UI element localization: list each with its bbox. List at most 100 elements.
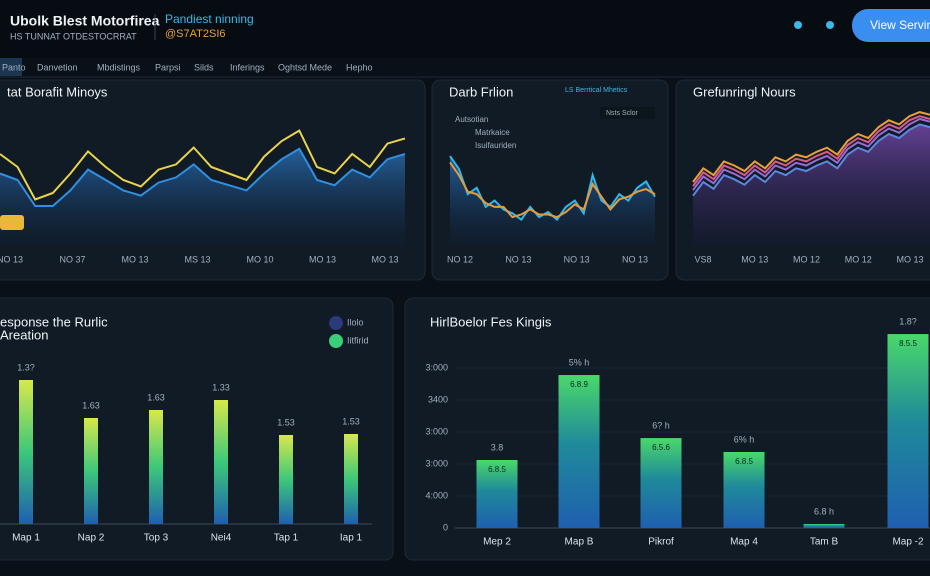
x-tick-label: MO 13 bbox=[371, 254, 398, 264]
bar bbox=[149, 410, 163, 524]
legend-label: Matrkaice bbox=[475, 128, 510, 137]
nav-tab[interactable]: Panto bbox=[2, 62, 26, 72]
value-label: 1.63 bbox=[82, 400, 100, 410]
x-tick-label: Iap 1 bbox=[340, 533, 363, 544]
x-tick-label: Map 4 bbox=[730, 537, 758, 548]
value-label: 1.33 bbox=[212, 382, 230, 392]
icon[interactable] bbox=[826, 21, 834, 29]
panel-subtitle: Areation bbox=[0, 327, 48, 342]
x-tick-label: NO 13 bbox=[622, 254, 648, 264]
button-label[interactable]: View Servin bbox=[870, 18, 930, 32]
x-tick-label: Pikrof bbox=[648, 537, 674, 548]
legend-label: Isuifauriden bbox=[475, 141, 516, 150]
x-tick-label: Nei4 bbox=[211, 533, 232, 544]
y-tick-label: 0 bbox=[443, 522, 448, 532]
panel-title: esponse the Rurlic bbox=[0, 314, 108, 329]
line bbox=[0, 129, 406, 201]
x-tick-label: MO 13 bbox=[121, 254, 148, 264]
inner-label: 6.8.5 bbox=[735, 457, 753, 466]
legend-label: Iitfirid bbox=[347, 335, 369, 345]
legend-swatch bbox=[329, 316, 343, 330]
bar bbox=[19, 380, 33, 524]
value-label: 1.53 bbox=[277, 417, 295, 427]
value-label: 1.63 bbox=[147, 392, 165, 402]
panel bbox=[0, 297, 394, 561]
x-tick-label: Tam B bbox=[810, 537, 839, 548]
panel-title: Darb Frlion bbox=[449, 84, 513, 99]
y-tick-label: 3400 bbox=[428, 394, 448, 404]
panel-title: tat Borafit Minoys bbox=[7, 84, 108, 99]
value-label: 6.8 h bbox=[814, 506, 834, 516]
header-bar bbox=[0, 0, 930, 58]
nav-tab[interactable]: Hepho bbox=[346, 62, 373, 72]
x-tick-label: Mep 2 bbox=[483, 537, 511, 548]
x-tick-label: MO 12 bbox=[793, 254, 820, 264]
x-tick-label: MO 13 bbox=[309, 254, 336, 264]
area bbox=[450, 156, 655, 245]
line bbox=[692, 115, 930, 187]
line bbox=[692, 117, 930, 191]
nav-tab[interactable]: Silds bbox=[194, 62, 214, 72]
value-label: 6? h bbox=[652, 420, 670, 430]
nav-tab[interactable]: Danvetion bbox=[37, 62, 78, 72]
x-tick-label: MO 10 bbox=[246, 254, 273, 264]
line bbox=[692, 123, 930, 197]
value-label: 1.53 bbox=[342, 416, 360, 426]
active-tab[interactable] bbox=[0, 58, 22, 76]
bar bbox=[279, 435, 293, 524]
value-label: 3.8 bbox=[491, 442, 504, 452]
x-tick-label: Tap 1 bbox=[274, 533, 299, 544]
x-tick-label: Top 3 bbox=[144, 533, 169, 544]
x-tick-label: NO 12 bbox=[447, 254, 473, 264]
bar bbox=[803, 524, 845, 528]
badge-label: Nsts Sclor bbox=[606, 110, 639, 117]
panel-title: HirlBoelor Fes Kingis bbox=[430, 314, 552, 329]
nav-tab[interactable]: Parpsi bbox=[155, 62, 181, 72]
y-tick-label: 3:000 bbox=[425, 426, 448, 436]
y-tick-label: 4:000 bbox=[425, 490, 448, 500]
nav-tab[interactable]: Oghtsd Mede bbox=[278, 62, 332, 72]
x-tick-label: NO 13 bbox=[505, 254, 531, 264]
button[interactable] bbox=[852, 9, 930, 42]
bar bbox=[558, 375, 600, 528]
panel-subtitle: LS Berrtical Mhetics bbox=[565, 87, 628, 94]
area bbox=[0, 148, 405, 245]
x-tick-label: Map B bbox=[565, 537, 594, 548]
x-tick-label: NO 13 bbox=[564, 254, 590, 264]
y-tick-label: 3:000 bbox=[425, 458, 448, 468]
nav-tab[interactable]: Mbdistings bbox=[97, 62, 141, 72]
x-tick-label: MO 13 bbox=[741, 254, 768, 264]
bar bbox=[214, 400, 228, 524]
line bbox=[449, 161, 656, 219]
x-tick-label: MO 12 bbox=[845, 254, 872, 264]
bar bbox=[640, 438, 682, 528]
x-tick-label: NO 13 bbox=[0, 254, 23, 264]
legend-label: Autsotian bbox=[455, 115, 488, 124]
icon[interactable] bbox=[794, 21, 802, 29]
legend-label: Ilolo bbox=[347, 317, 364, 327]
inner-label: 6.8.5 bbox=[488, 465, 506, 474]
content: Panto Danvetion Mbdistings Parpsi Silds Infer… bbox=[0, 58, 930, 561]
bar bbox=[476, 460, 518, 528]
panel-title: Grefunringl Nours bbox=[693, 84, 796, 99]
value-label: 1.8? bbox=[899, 316, 917, 326]
panel bbox=[404, 297, 930, 561]
badge bbox=[0, 215, 24, 230]
bar bbox=[84, 418, 98, 524]
status-code: @S7AT2SI6 bbox=[165, 28, 226, 40]
y-tick-label: 3:000 bbox=[425, 362, 448, 372]
x-tick-label: Map -2 bbox=[892, 537, 924, 548]
x-tick-label: Nap 2 bbox=[78, 533, 105, 544]
nav-tab[interactable]: Inferings bbox=[230, 62, 265, 72]
inner-label: 6.8.9 bbox=[570, 380, 588, 389]
app-subtitle: HS TUNNAT OTDESTOCRRAT bbox=[10, 31, 137, 41]
value-label: 5% h bbox=[569, 357, 590, 367]
inner-label: 6.5.6 bbox=[652, 443, 670, 452]
legend-swatch bbox=[329, 334, 343, 348]
app-title: Ubolk Blest Motorfirea bbox=[10, 13, 160, 29]
bar bbox=[723, 452, 765, 528]
line bbox=[0, 147, 406, 207]
badge bbox=[600, 107, 655, 119]
bar bbox=[887, 334, 929, 528]
